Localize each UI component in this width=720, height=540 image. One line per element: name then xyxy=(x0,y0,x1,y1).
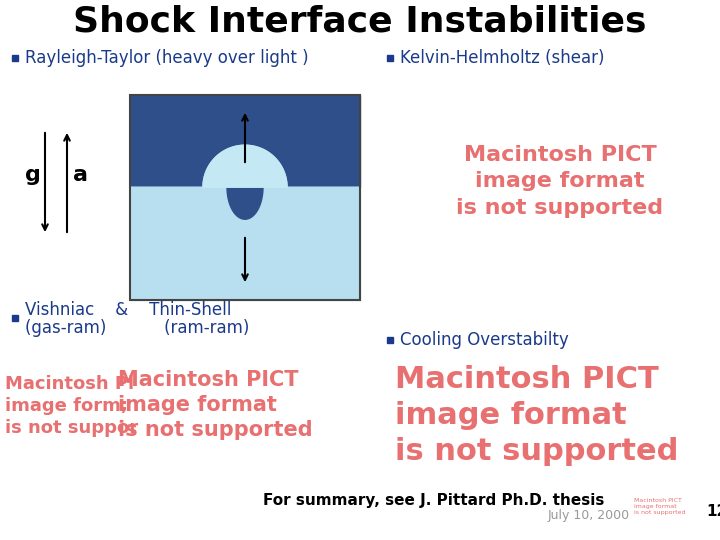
Text: Macintosh Pl
image form;
is not suppor: Macintosh Pl image form; is not suppor xyxy=(5,375,138,437)
Text: (gas-ram)           (ram-ram): (gas-ram) (ram-ram) xyxy=(25,319,249,337)
Text: Kelvin-Helmholtz (shear): Kelvin-Helmholtz (shear) xyxy=(400,49,605,67)
Polygon shape xyxy=(227,187,263,219)
Text: g: g xyxy=(25,165,41,185)
Bar xyxy=(12,315,18,321)
Bar xyxy=(130,95,360,300)
Text: Shock Interface Instabilities: Shock Interface Instabilities xyxy=(73,5,647,39)
Text: Macintosh PICT
image format
is not supported: Macintosh PICT image format is not suppo… xyxy=(634,498,685,515)
Text: For summary, see J. Pittard Ph.D. thesis: For summary, see J. Pittard Ph.D. thesis xyxy=(263,492,604,508)
Bar xyxy=(12,55,18,61)
Polygon shape xyxy=(130,145,360,300)
Text: Cooling Overstabilty: Cooling Overstabilty xyxy=(400,331,569,349)
Text: Vishniac    &    Thin-Shell: Vishniac & Thin-Shell xyxy=(25,301,231,319)
Polygon shape xyxy=(130,187,360,300)
Bar xyxy=(387,55,393,61)
Text: 12: 12 xyxy=(706,504,720,519)
Text: July 10, 2000: July 10, 2000 xyxy=(548,509,630,522)
Text: Macintosh PICT
image format
is not supported: Macintosh PICT image format is not suppo… xyxy=(395,365,678,466)
Polygon shape xyxy=(130,95,360,187)
Bar xyxy=(387,337,393,343)
Polygon shape xyxy=(203,145,287,187)
Text: Macintosh PICT
image format
is not supported: Macintosh PICT image format is not suppo… xyxy=(118,370,312,440)
Text: Rayleigh-Taylor (heavy over light ): Rayleigh-Taylor (heavy over light ) xyxy=(25,49,309,67)
Text: a: a xyxy=(73,165,89,185)
Text: Macintosh PICT
image format
is not supported: Macintosh PICT image format is not suppo… xyxy=(456,145,664,218)
